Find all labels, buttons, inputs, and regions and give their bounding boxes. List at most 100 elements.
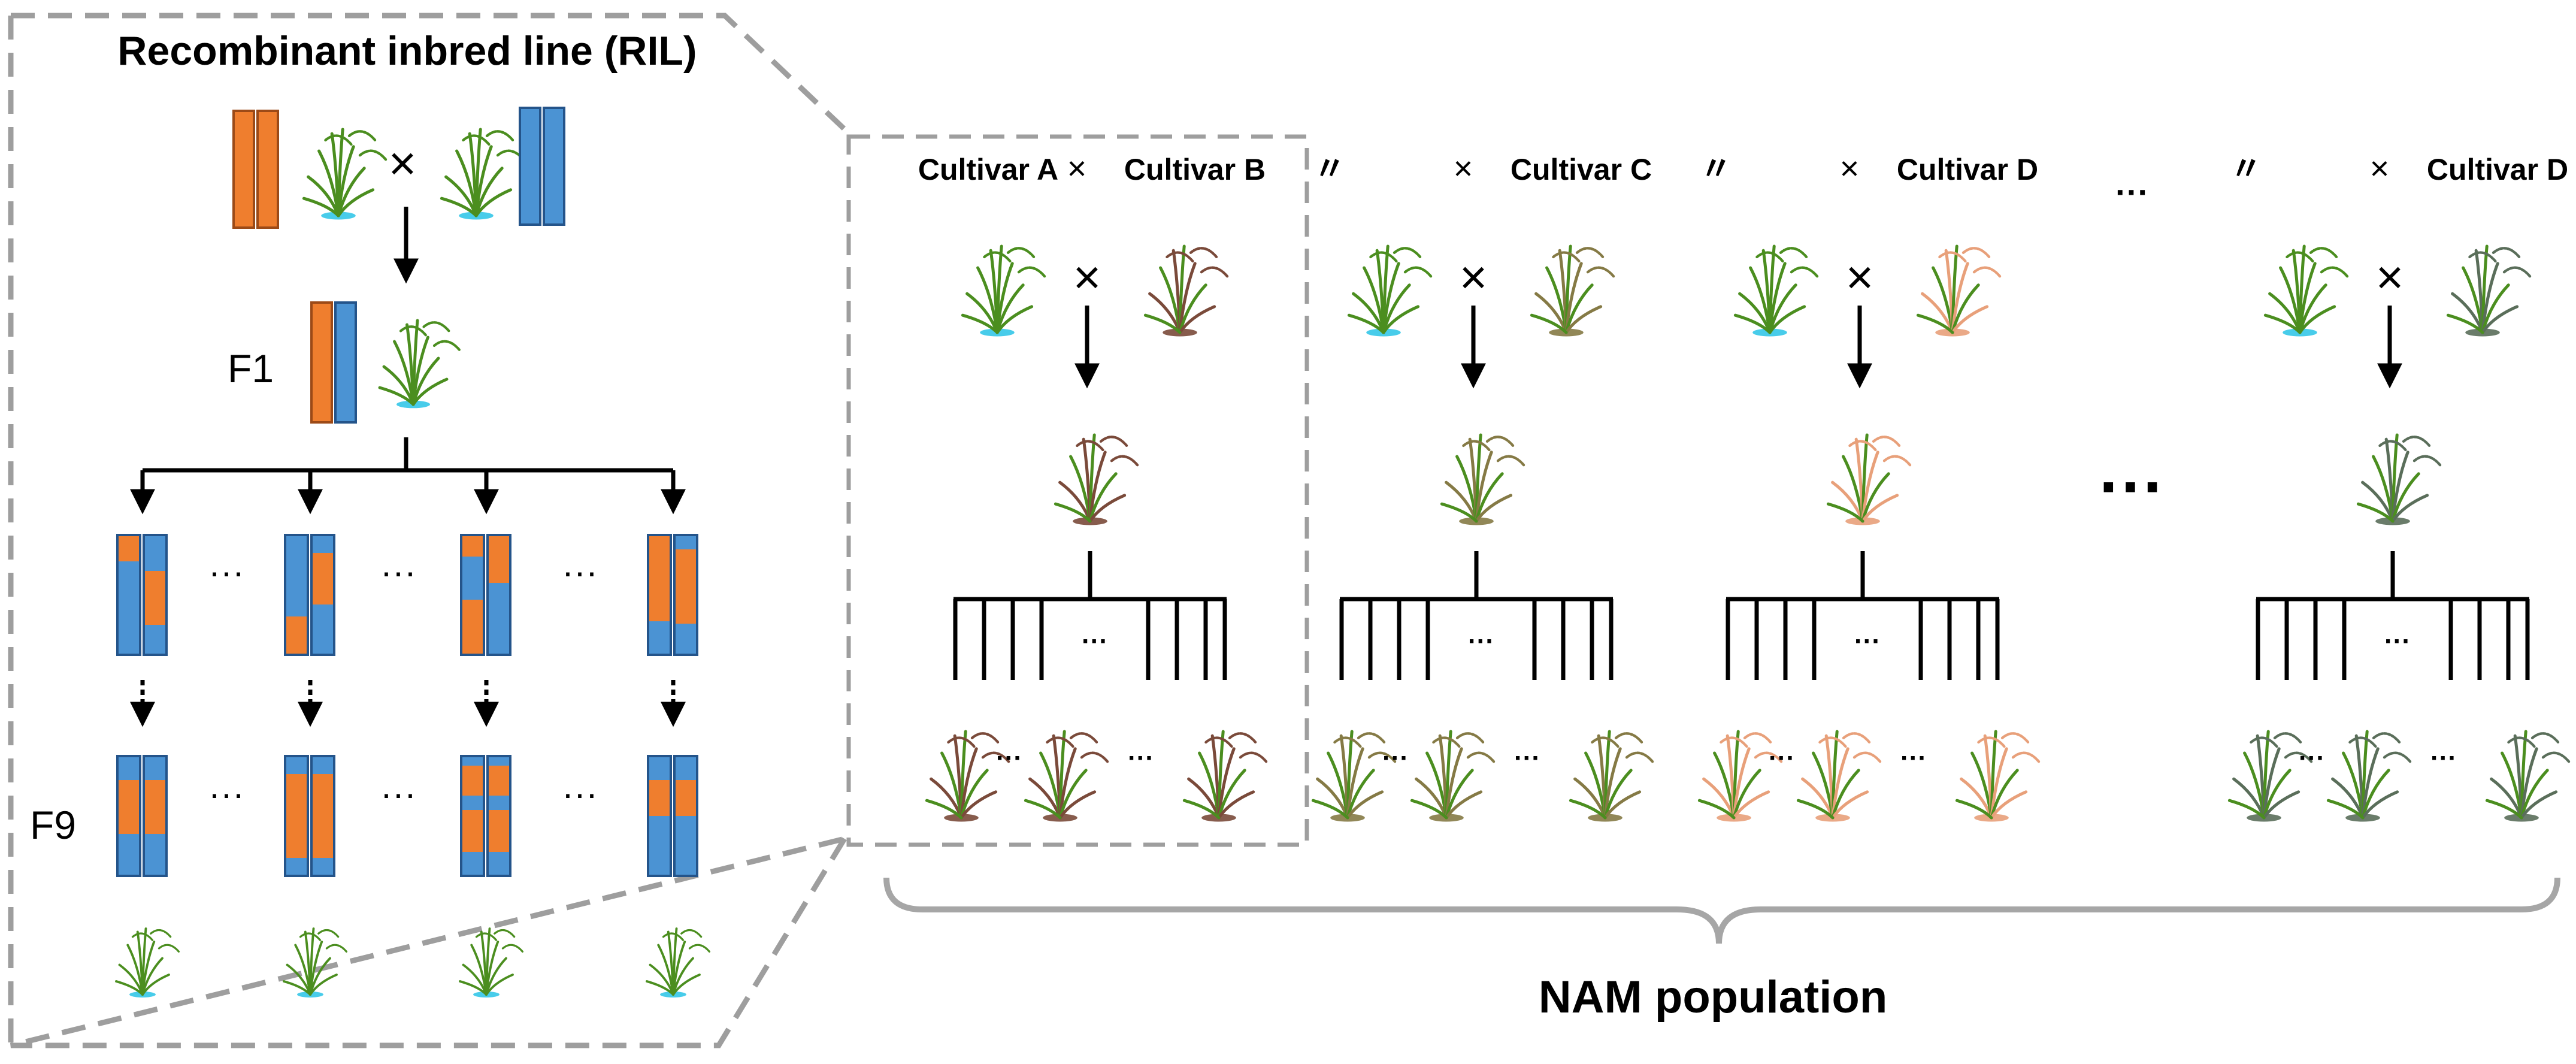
chromosome-outline [647, 755, 672, 877]
chromosome-segment [258, 111, 278, 228]
chromosome-segment [144, 535, 167, 571]
chromosome-segment [311, 303, 332, 422]
ril-ellipsis: ··· [380, 552, 416, 592]
ril-line-column [646, 534, 711, 998]
ril-line-column: ··· ··· [283, 534, 416, 998]
offspring-ellipsis: ··· [1382, 743, 1409, 773]
f1-chromosome-orange [310, 301, 333, 424]
chromosome-segment [285, 858, 308, 876]
parent-a-plant-icon [302, 128, 388, 220]
tree-ellipsis: ··· [1082, 627, 1108, 656]
parent-b-plant-icon [440, 128, 525, 220]
ril-ellipsis: ··· [562, 773, 598, 814]
chromosome-segment [648, 756, 671, 780]
chromosome-segment [311, 858, 334, 876]
f9-plant-icon [459, 927, 524, 998]
offspring-plant-icon [2485, 730, 2571, 822]
f1-chromosome-blue [334, 301, 357, 424]
chromosome-segment [335, 303, 356, 422]
parent-a-label: Cultivar A [918, 153, 1058, 186]
f9-plant-icon [646, 927, 711, 998]
chromosome-segment [285, 535, 308, 616]
chromosome-outline [334, 301, 357, 424]
chromosome-segment [117, 535, 140, 561]
chromosome-segment [311, 756, 334, 774]
offspring-plant-icon [2326, 730, 2412, 822]
f9-label: F9 [30, 803, 76, 847]
chromosome-segment [648, 621, 671, 655]
nam-cross-symbol: × [1454, 149, 1473, 187]
chromosome-segment [488, 766, 510, 796]
ril-title: Recombinant inbred line (RIL) [117, 28, 697, 74]
ril-ellipsis: ··· [380, 773, 416, 814]
nam-cross-symbol-large: × [1846, 250, 1874, 304]
common-parent-plant-icon [1733, 244, 1819, 337]
chromosome-outline [116, 534, 141, 656]
parent-b-label: Cultivar D [1897, 153, 2038, 186]
chromosome-segment [544, 108, 564, 225]
nam-cross-symbol: × [1840, 149, 1860, 187]
chromosome-segment [674, 624, 697, 655]
chromosome-segment [144, 834, 167, 876]
ril-branch-arrows [130, 470, 686, 515]
nam-f1-plant-icon [2356, 433, 2442, 525]
nam-cross-symbol: × [1067, 149, 1087, 187]
founder-parent-plant-icon [1530, 244, 1615, 337]
offspring-plant-icon [925, 730, 1010, 822]
ril-panel-border [10, 13, 853, 1048]
chromosome-segment [144, 780, 167, 834]
chromosome-segment [117, 780, 140, 834]
common-parent-plant-icon [961, 244, 1046, 337]
chromosome-segment [674, 549, 697, 624]
chromosome-segment [144, 756, 167, 780]
nam-cross-symbol-large: × [1073, 250, 1101, 304]
chromosome-segment [488, 796, 510, 810]
offspring-plant-icon [1796, 730, 1882, 822]
parent-b-chromosome [519, 107, 541, 226]
f2-chromosome-right [673, 534, 698, 656]
chromosome-segment [648, 780, 671, 816]
chromosome-segment [674, 780, 697, 816]
chromosome-outline [232, 110, 255, 229]
chromosome-segment [648, 816, 671, 876]
f2-chromosome-left [284, 534, 309, 656]
f9-chromosome-right [310, 755, 335, 877]
f2-chromosome-left [460, 534, 485, 656]
ril-ellipsis: ··· [208, 773, 244, 814]
chromosome-segment [461, 810, 484, 852]
chromosome-outline [310, 755, 335, 877]
chromosome-segment [117, 834, 140, 876]
chromosome-segment [285, 616, 308, 655]
ril-lines: ··· ··· ··· ··· ··· ··· [115, 534, 711, 998]
chromosome-segment [461, 557, 484, 600]
f2-chromosome-right [143, 534, 168, 656]
offspring-plant-icon [1410, 730, 1496, 822]
nam-middle-ellipsis: ··· [2099, 450, 2165, 524]
chromosome-segment [234, 111, 254, 228]
chromosome-segment [488, 756, 510, 766]
nam-cross-symbol: × [2370, 149, 2390, 187]
chromosome-segment [488, 583, 510, 655]
f1-label: F1 [228, 346, 274, 391]
ril-panel: Recombinant inbred line (RIL) × F1 ·····… [8, 13, 853, 1048]
chromosome-outline [519, 107, 541, 226]
chromosome-segment [311, 535, 334, 553]
chromosome-outline [673, 755, 698, 877]
chromosome-outline [143, 534, 168, 656]
offspring-ellipsis: ··· [1514, 743, 1540, 773]
ril-branch-tree [143, 437, 673, 473]
offspring-ellipsis: ··· [996, 743, 1022, 773]
founder-parent-plant-icon [2446, 244, 2532, 337]
chromosome-segment [311, 553, 334, 604]
offspring-ellipsis: ··· [2299, 743, 2325, 773]
chromosome-segment [520, 108, 540, 225]
f1-generation [310, 301, 461, 424]
chromosome-segment [117, 561, 140, 655]
chromosome-segment [461, 756, 484, 766]
chromosome-segment [461, 535, 484, 557]
chromosome-outline [116, 755, 141, 877]
nam-cross-symbol-large: × [2376, 250, 2404, 304]
parent-b-label: Cultivar D [2427, 153, 2568, 186]
f9-plant-icon [283, 927, 348, 998]
nam-panel: Cultivar A × Cultivar B×······ ···〃 × Cultiva… [846, 134, 2571, 1023]
